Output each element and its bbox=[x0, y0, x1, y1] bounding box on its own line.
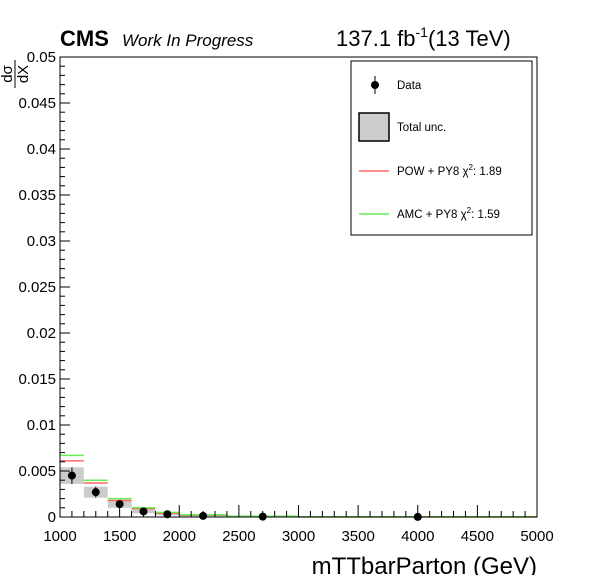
y-tick-label: 0.025 bbox=[18, 279, 56, 296]
y-tick-label: 0 bbox=[48, 509, 56, 526]
y-tick-label: 0.015 bbox=[18, 371, 56, 388]
cms-label: CMS bbox=[60, 26, 109, 51]
data-point-2 bbox=[115, 500, 124, 509]
legend-data-marker bbox=[371, 81, 379, 89]
y-tick-label: 0.04 bbox=[27, 141, 56, 158]
x-tick-label: 4500 bbox=[461, 528, 494, 545]
y-tick-label: 0.01 bbox=[27, 417, 56, 434]
data-point-0 bbox=[67, 471, 76, 480]
x-tick-label: 4000 bbox=[401, 528, 434, 545]
legend-pow-label: POW + PY8 χ2: 1.89 bbox=[397, 163, 502, 178]
legend-amc-label: AMC + PY8 χ2: 1.59 bbox=[397, 206, 500, 221]
x-tick-label: 1500 bbox=[103, 528, 136, 545]
luminosity-label: 137.1 fb-1(13 TeV) bbox=[336, 24, 511, 51]
status-label: Work In Progress bbox=[122, 31, 254, 50]
legend: Data Total unc. POW + PY8 χ2: 1.89 AMC +… bbox=[350, 60, 533, 236]
legend-box bbox=[350, 60, 533, 236]
x-tick-label: 5000 bbox=[520, 528, 553, 545]
y-tick-label: 0.05 bbox=[27, 49, 56, 66]
y-tick-label: 0.035 bbox=[18, 187, 56, 204]
y-tick-label: 0.02 bbox=[27, 325, 56, 342]
x-axis: 1000 1500 2000 2500 3000 3500 4000 4500 5000 bbox=[43, 505, 554, 545]
y-tick-label: 0.005 bbox=[18, 463, 56, 480]
svg-text:dσ: dσ bbox=[0, 64, 16, 82]
data-point-1 bbox=[91, 488, 100, 497]
x-tick-label: 1000 bbox=[43, 528, 76, 545]
y-axis-title: dσ dX bbox=[0, 60, 32, 88]
x-tick-label: 2500 bbox=[222, 528, 255, 545]
y-tick-label: 0.03 bbox=[27, 233, 56, 250]
data-series bbox=[67, 467, 422, 521]
x-tick-label: 3500 bbox=[341, 528, 374, 545]
legend-unc-swatch bbox=[358, 112, 390, 142]
legend-data-label: Data bbox=[397, 80, 422, 92]
y-tick-label: 0.045 bbox=[18, 95, 56, 112]
legend-unc-label: Total unc. bbox=[397, 122, 446, 134]
x-tick-label: 3000 bbox=[282, 528, 315, 545]
x-tick-label: 2000 bbox=[163, 528, 196, 545]
svg-text:dX: dX bbox=[15, 65, 32, 83]
x-axis-title: mTTbarParton (GeV) bbox=[312, 553, 537, 575]
y-axis: 0 0.005 0.01 0.015 0.02 0.025 0.03 0.035 0.04 0.0… bbox=[18, 49, 70, 526]
